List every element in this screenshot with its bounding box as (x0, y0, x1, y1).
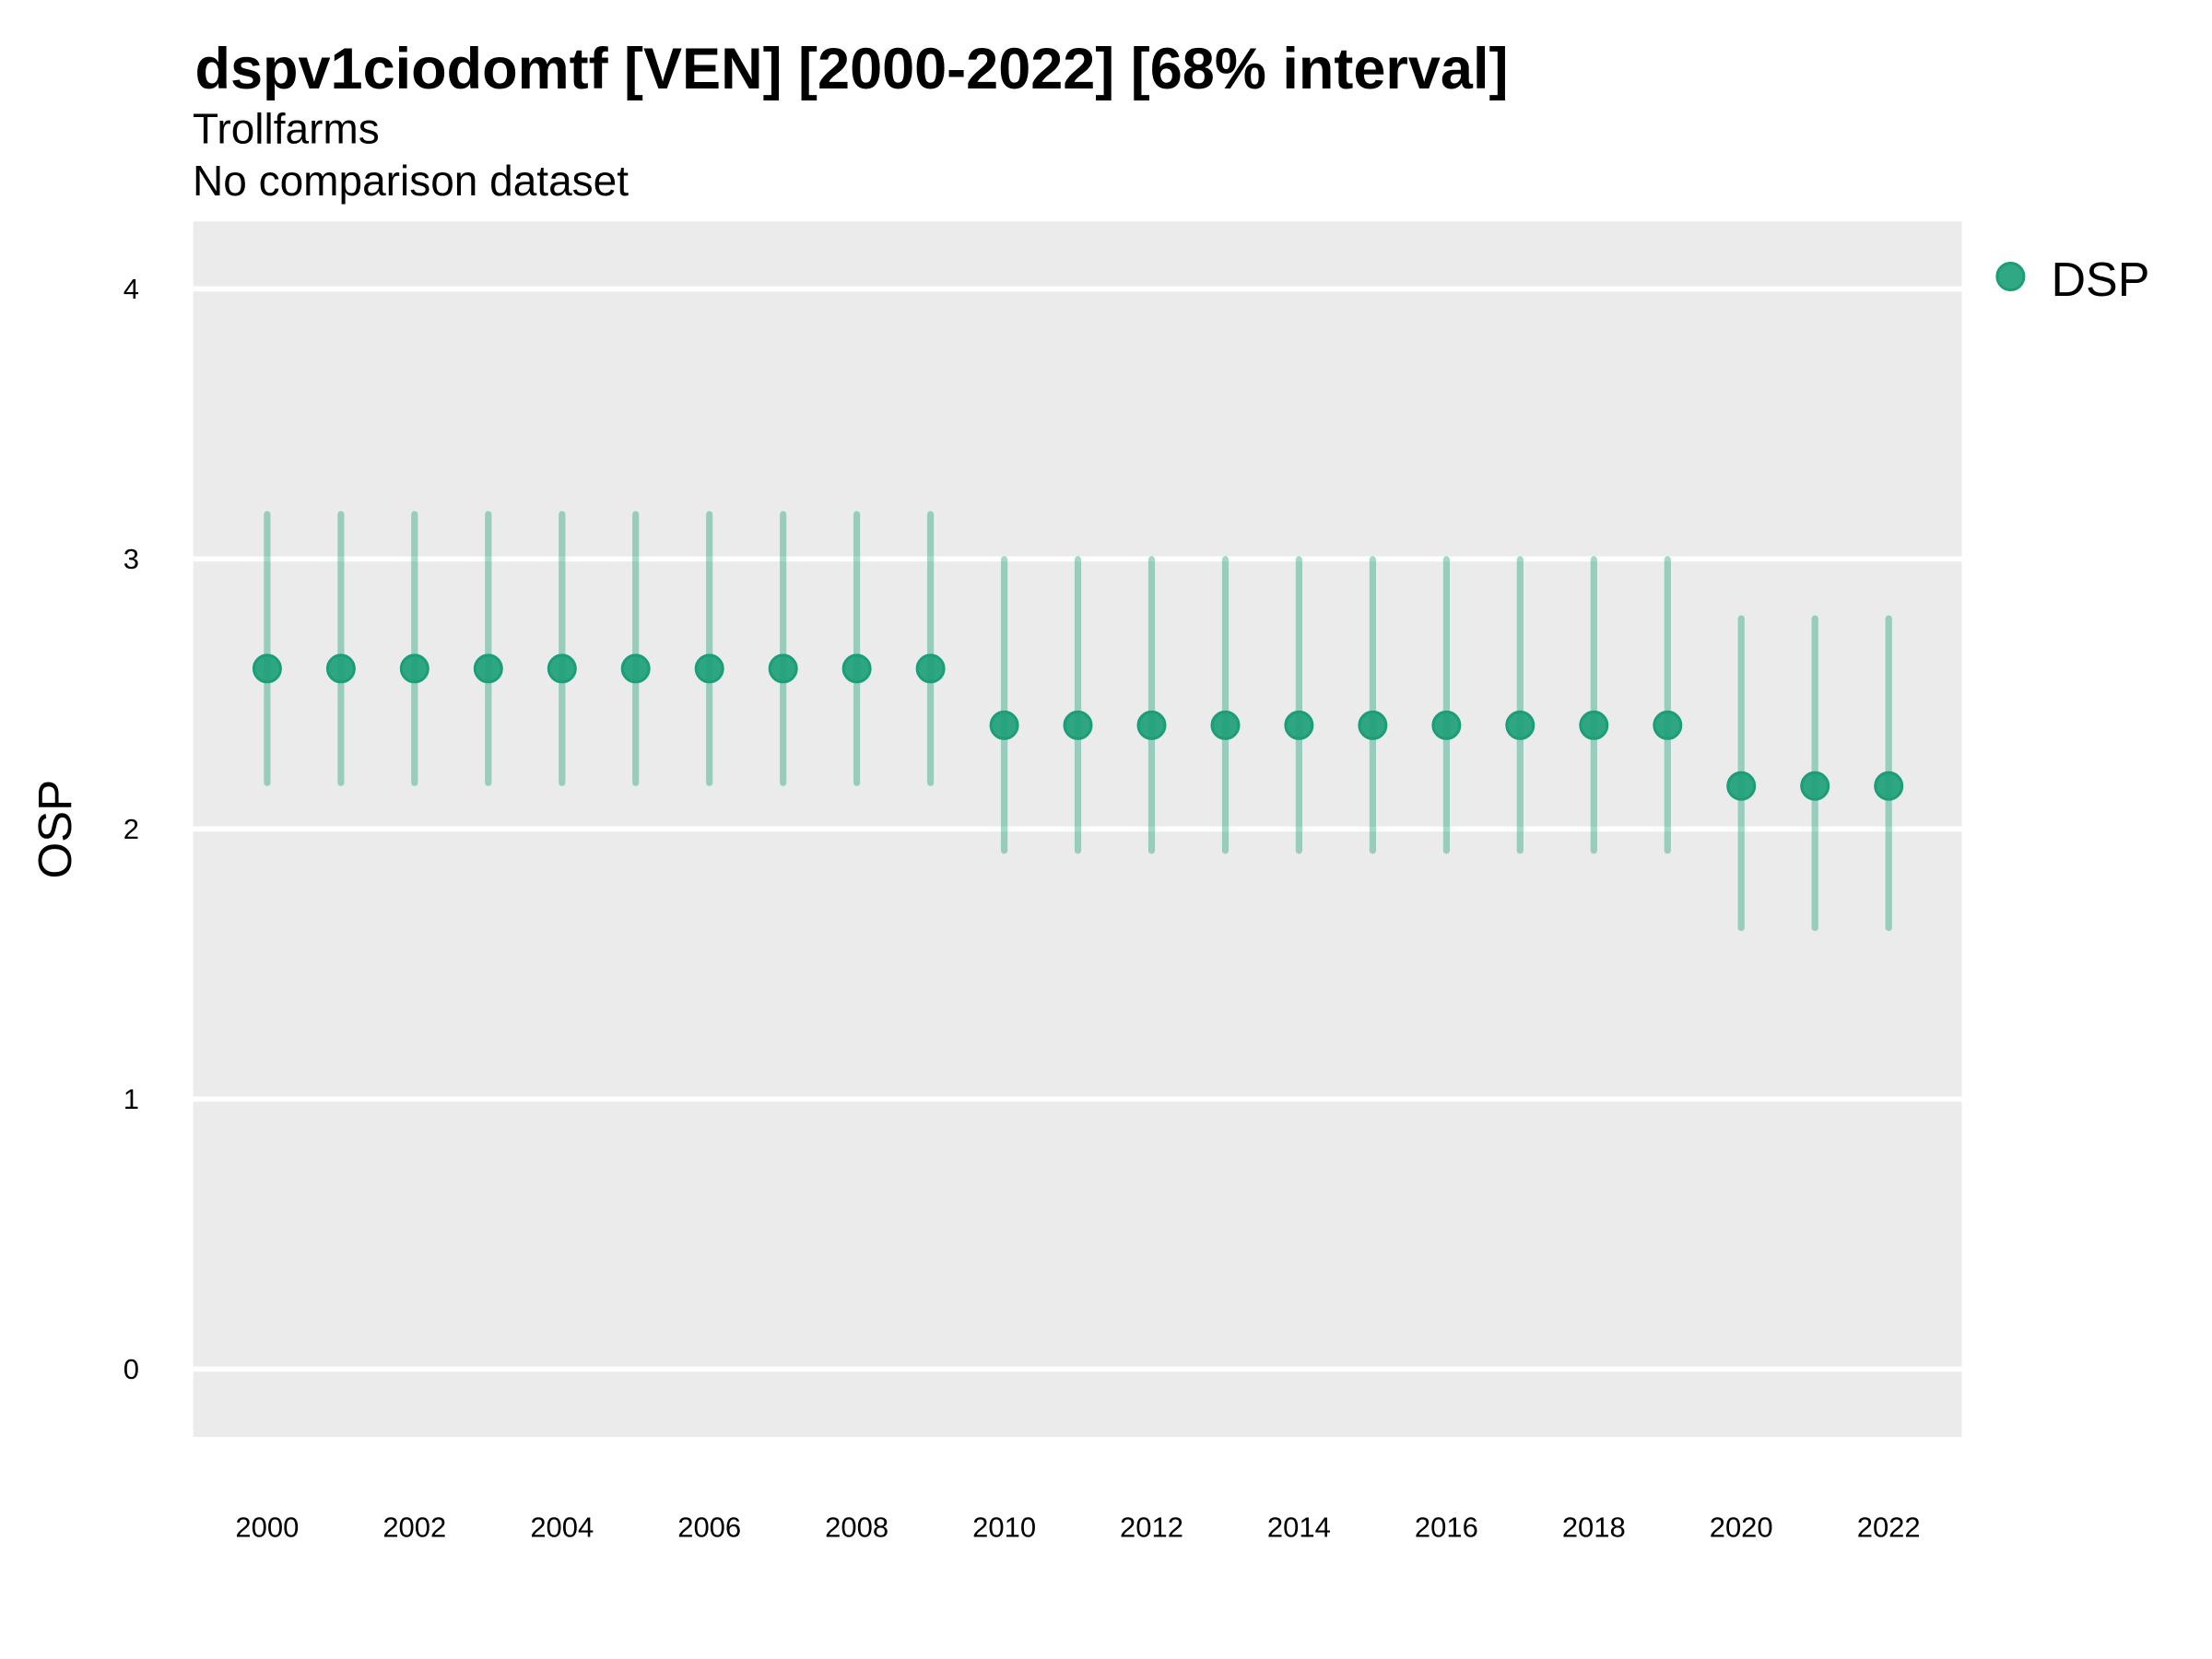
svg-text:dspv1ciodomtf [VEN] [2000-2022: dspv1ciodomtf [VEN] [2000-2022] [68% int… (195, 37, 1509, 101)
svg-text:DSP: DSP (2052, 253, 2150, 307)
svg-text:2018: 2018 (1562, 1512, 1626, 1544)
svg-text:2002: 2002 (382, 1512, 446, 1544)
svg-text:2000: 2000 (235, 1512, 299, 1544)
svg-text:2004: 2004 (530, 1512, 594, 1544)
svg-text:2006: 2006 (677, 1512, 741, 1544)
svg-text:Trollfarms: Trollfarms (193, 105, 380, 153)
svg-text:2: 2 (124, 813, 139, 845)
svg-text:2020: 2020 (1710, 1512, 1773, 1544)
svg-text:2010: 2010 (972, 1512, 1036, 1544)
svg-text:No comparison dataset: No comparison dataset (193, 157, 629, 205)
svg-text:OSP: OSP (29, 780, 81, 879)
svg-text:1: 1 (124, 1083, 139, 1115)
svg-text:2014: 2014 (1267, 1512, 1331, 1544)
svg-text:4: 4 (124, 273, 139, 305)
svg-text:2012: 2012 (1120, 1512, 1183, 1544)
svg-text:2008: 2008 (825, 1512, 888, 1544)
svg-text:2016: 2016 (1415, 1512, 1478, 1544)
svg-text:2022: 2022 (1857, 1512, 1921, 1544)
svg-text:3: 3 (124, 543, 139, 575)
svg-text:0: 0 (124, 1353, 139, 1385)
